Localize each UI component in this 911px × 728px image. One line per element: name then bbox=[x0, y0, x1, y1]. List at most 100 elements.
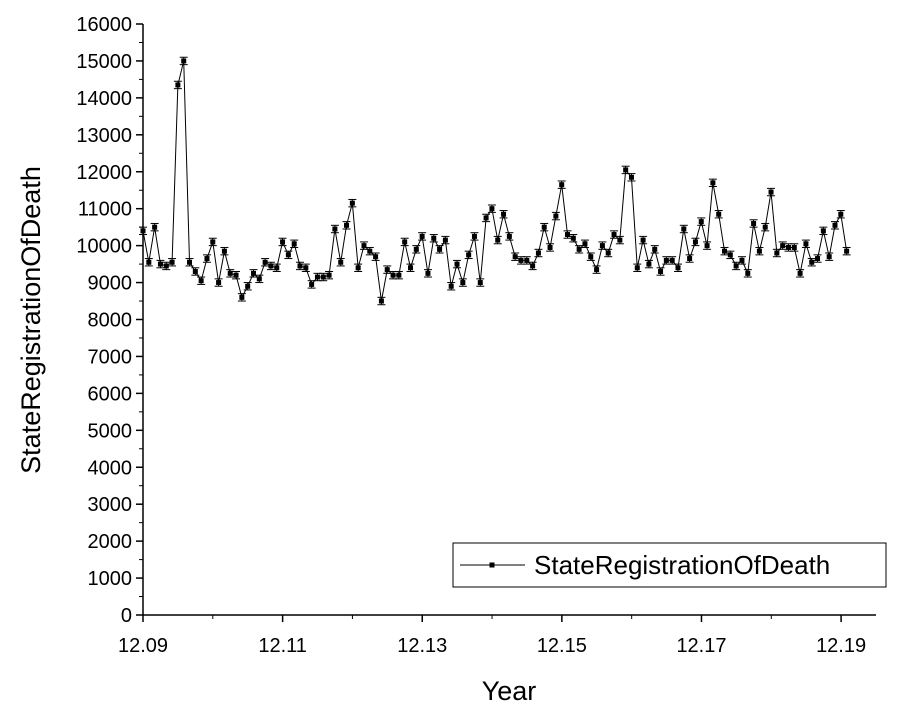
data-point bbox=[704, 243, 710, 249]
data-point bbox=[268, 263, 274, 269]
y-tick-label: 5000 bbox=[88, 420, 133, 442]
data-point bbox=[303, 265, 309, 271]
series-line bbox=[142, 60, 848, 302]
data-point bbox=[314, 274, 320, 280]
data-point bbox=[338, 259, 344, 265]
y-tick-label: 7000 bbox=[88, 346, 133, 368]
y-axis-title: StateRegistrationOfDeath bbox=[16, 166, 46, 474]
data-point bbox=[547, 244, 553, 250]
data-point bbox=[669, 257, 675, 263]
data-point bbox=[541, 224, 547, 230]
data-point bbox=[745, 270, 751, 276]
y-tick-label: 12000 bbox=[76, 162, 132, 184]
data-point bbox=[181, 58, 187, 64]
data-point bbox=[663, 257, 669, 263]
y-tick-label: 14000 bbox=[76, 88, 132, 110]
data-point bbox=[640, 237, 646, 243]
data-point bbox=[477, 280, 483, 286]
data-point bbox=[495, 237, 501, 243]
data-point bbox=[419, 233, 425, 239]
data-point bbox=[471, 233, 477, 239]
data-point bbox=[780, 243, 786, 249]
legend-box bbox=[452, 542, 887, 588]
data-point bbox=[652, 246, 658, 252]
data-point bbox=[774, 250, 780, 256]
data-point bbox=[768, 189, 774, 195]
data-point bbox=[570, 235, 576, 241]
x-tick-label: 12.15 bbox=[537, 635, 587, 657]
data-point bbox=[791, 244, 797, 250]
data-point bbox=[221, 248, 227, 254]
data-point bbox=[274, 265, 280, 271]
data-point bbox=[407, 265, 413, 271]
data-point bbox=[466, 252, 472, 258]
data-point bbox=[198, 278, 204, 284]
data-point bbox=[402, 239, 408, 245]
y-tick-label: 1000 bbox=[88, 568, 133, 590]
data-point bbox=[157, 261, 163, 267]
data-point bbox=[285, 252, 291, 258]
data-point bbox=[727, 252, 733, 258]
data-point bbox=[576, 246, 582, 252]
data-point bbox=[448, 283, 454, 289]
y-tick-label: 3000 bbox=[88, 494, 133, 516]
data-point bbox=[489, 206, 495, 212]
data-point bbox=[762, 224, 768, 230]
y-tick-label: 6000 bbox=[88, 383, 133, 405]
data-point bbox=[617, 237, 623, 243]
data-point bbox=[785, 244, 791, 250]
data-point bbox=[280, 239, 286, 245]
y-tick-label: 11000 bbox=[78, 199, 132, 221]
data-point bbox=[658, 268, 664, 274]
data-point bbox=[815, 256, 821, 262]
data-point bbox=[396, 272, 402, 278]
data-point bbox=[262, 259, 268, 265]
data-point bbox=[687, 256, 693, 262]
data-point bbox=[733, 263, 739, 269]
x-tick-label: 12.13 bbox=[397, 635, 447, 657]
data-point bbox=[530, 263, 536, 269]
x-axis-ticks: 12.09 12.11 12.13 12.15 12.17 12.19 bbox=[118, 615, 866, 657]
data-point bbox=[425, 270, 431, 276]
data-point bbox=[390, 272, 396, 278]
data-point bbox=[832, 222, 838, 228]
x-tick-label: 12.09 bbox=[118, 635, 168, 657]
y-tick-label: 0 bbox=[121, 605, 132, 627]
data-point bbox=[169, 259, 175, 265]
legend: StateRegistrationOfDeath bbox=[452, 542, 887, 588]
data-point bbox=[553, 213, 559, 219]
x-axis-title: Year bbox=[482, 676, 537, 706]
data-point bbox=[233, 272, 239, 278]
data-point bbox=[204, 256, 210, 262]
y-tick-label: 2000 bbox=[88, 531, 133, 553]
data-point bbox=[634, 265, 640, 271]
data-point bbox=[250, 270, 256, 276]
data-point bbox=[844, 248, 850, 254]
legend-label: StateRegistrationOfDeath bbox=[534, 550, 830, 580]
data-point bbox=[809, 259, 815, 265]
data-point bbox=[332, 226, 338, 232]
y-tick-label: 8000 bbox=[88, 310, 133, 332]
data-point bbox=[442, 237, 448, 243]
y-tick-label: 15000 bbox=[76, 51, 132, 73]
data-point bbox=[309, 281, 315, 287]
data-point bbox=[623, 167, 629, 173]
data-point bbox=[675, 265, 681, 271]
data-point bbox=[594, 267, 600, 273]
data-point bbox=[320, 274, 326, 280]
data-point bbox=[797, 270, 803, 276]
x-tick-label: 12.17 bbox=[676, 635, 726, 657]
data-point bbox=[698, 219, 704, 225]
data-point bbox=[297, 263, 303, 269]
data-point bbox=[535, 250, 541, 256]
data-point bbox=[559, 182, 565, 188]
data-point bbox=[256, 276, 262, 282]
y-axis-ticks: 0 1000 2000 3000 4000 5000 6000 7000 8000 9000 100… bbox=[76, 14, 143, 627]
data-point bbox=[431, 235, 437, 241]
data-point bbox=[378, 298, 384, 304]
data-point bbox=[361, 243, 367, 249]
data-point bbox=[437, 246, 443, 252]
data-point bbox=[373, 254, 379, 260]
data-point bbox=[460, 280, 466, 286]
